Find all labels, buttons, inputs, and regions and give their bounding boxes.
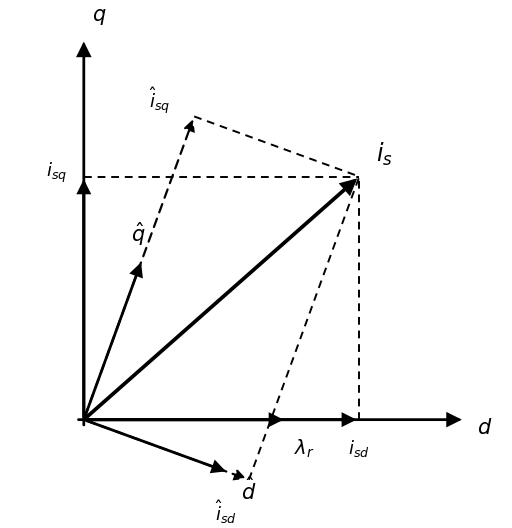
Text: $i_{sd}$: $i_{sd}$ [349,438,370,459]
Text: $d$: $d$ [477,418,492,438]
Text: $\hat{i}_{sq}$: $\hat{i}_{sq}$ [148,85,170,116]
Text: $\boldsymbol{i_s}$: $\boldsymbol{i_s}$ [375,142,392,168]
Text: $q$: $q$ [92,7,106,26]
Text: $\hat{q}$: $\hat{q}$ [131,220,145,248]
Text: $\hat{d}$: $\hat{d}$ [241,476,256,504]
Text: $\boldsymbol{\lambda_r}$: $\boldsymbol{\lambda_r}$ [294,438,315,460]
Text: $i_{sq}$: $i_{sq}$ [47,161,68,185]
Text: $\hat{i}_{sd}$: $\hat{i}_{sd}$ [215,498,237,526]
